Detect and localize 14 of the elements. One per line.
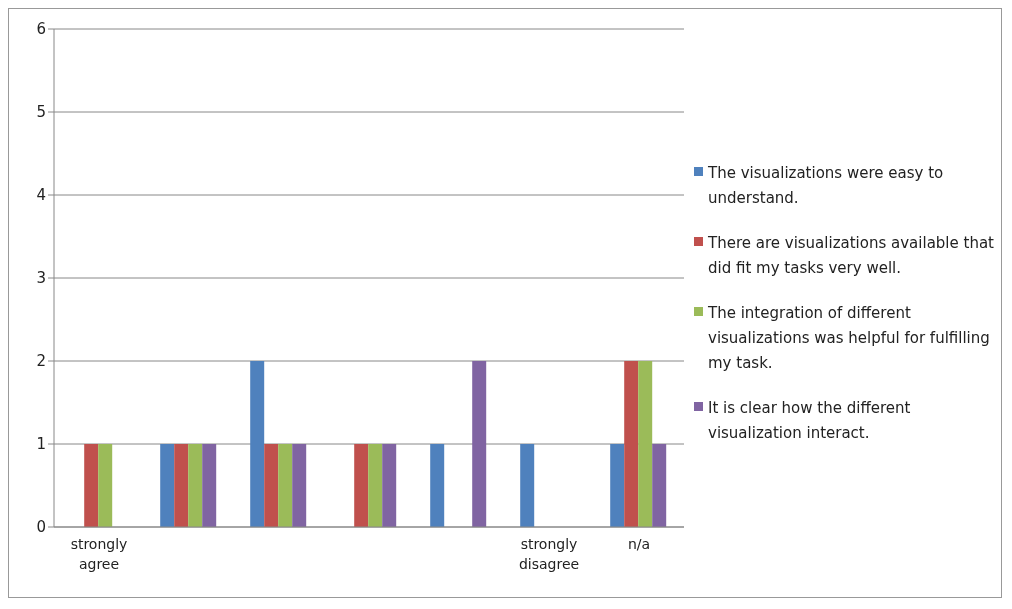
x-tick-label: strongly disagree xyxy=(518,536,580,572)
y-tick-label: 2 xyxy=(36,352,46,371)
y-tick-label: 1 xyxy=(36,435,46,454)
legend-label: The integration of different visualizations was helpful for fulfilling my task. xyxy=(708,302,991,374)
legend-label: It is clear how the different visualization interact. xyxy=(708,397,912,444)
x-tick-label: n/a xyxy=(627,536,651,552)
y-tick-label: 6 xyxy=(36,20,46,39)
legend-label: There are visualizations available that did fit my tasks very well. xyxy=(708,232,994,279)
y-tick-label: 5 xyxy=(36,103,46,122)
x-tick-label: strongly agree xyxy=(70,536,128,572)
y-tick-label: 0 xyxy=(36,518,46,537)
y-tick-label: 4 xyxy=(36,186,46,205)
legend-label: The visualizations were easy to understand. xyxy=(708,162,945,209)
y-tick-label: 3 xyxy=(36,269,46,288)
